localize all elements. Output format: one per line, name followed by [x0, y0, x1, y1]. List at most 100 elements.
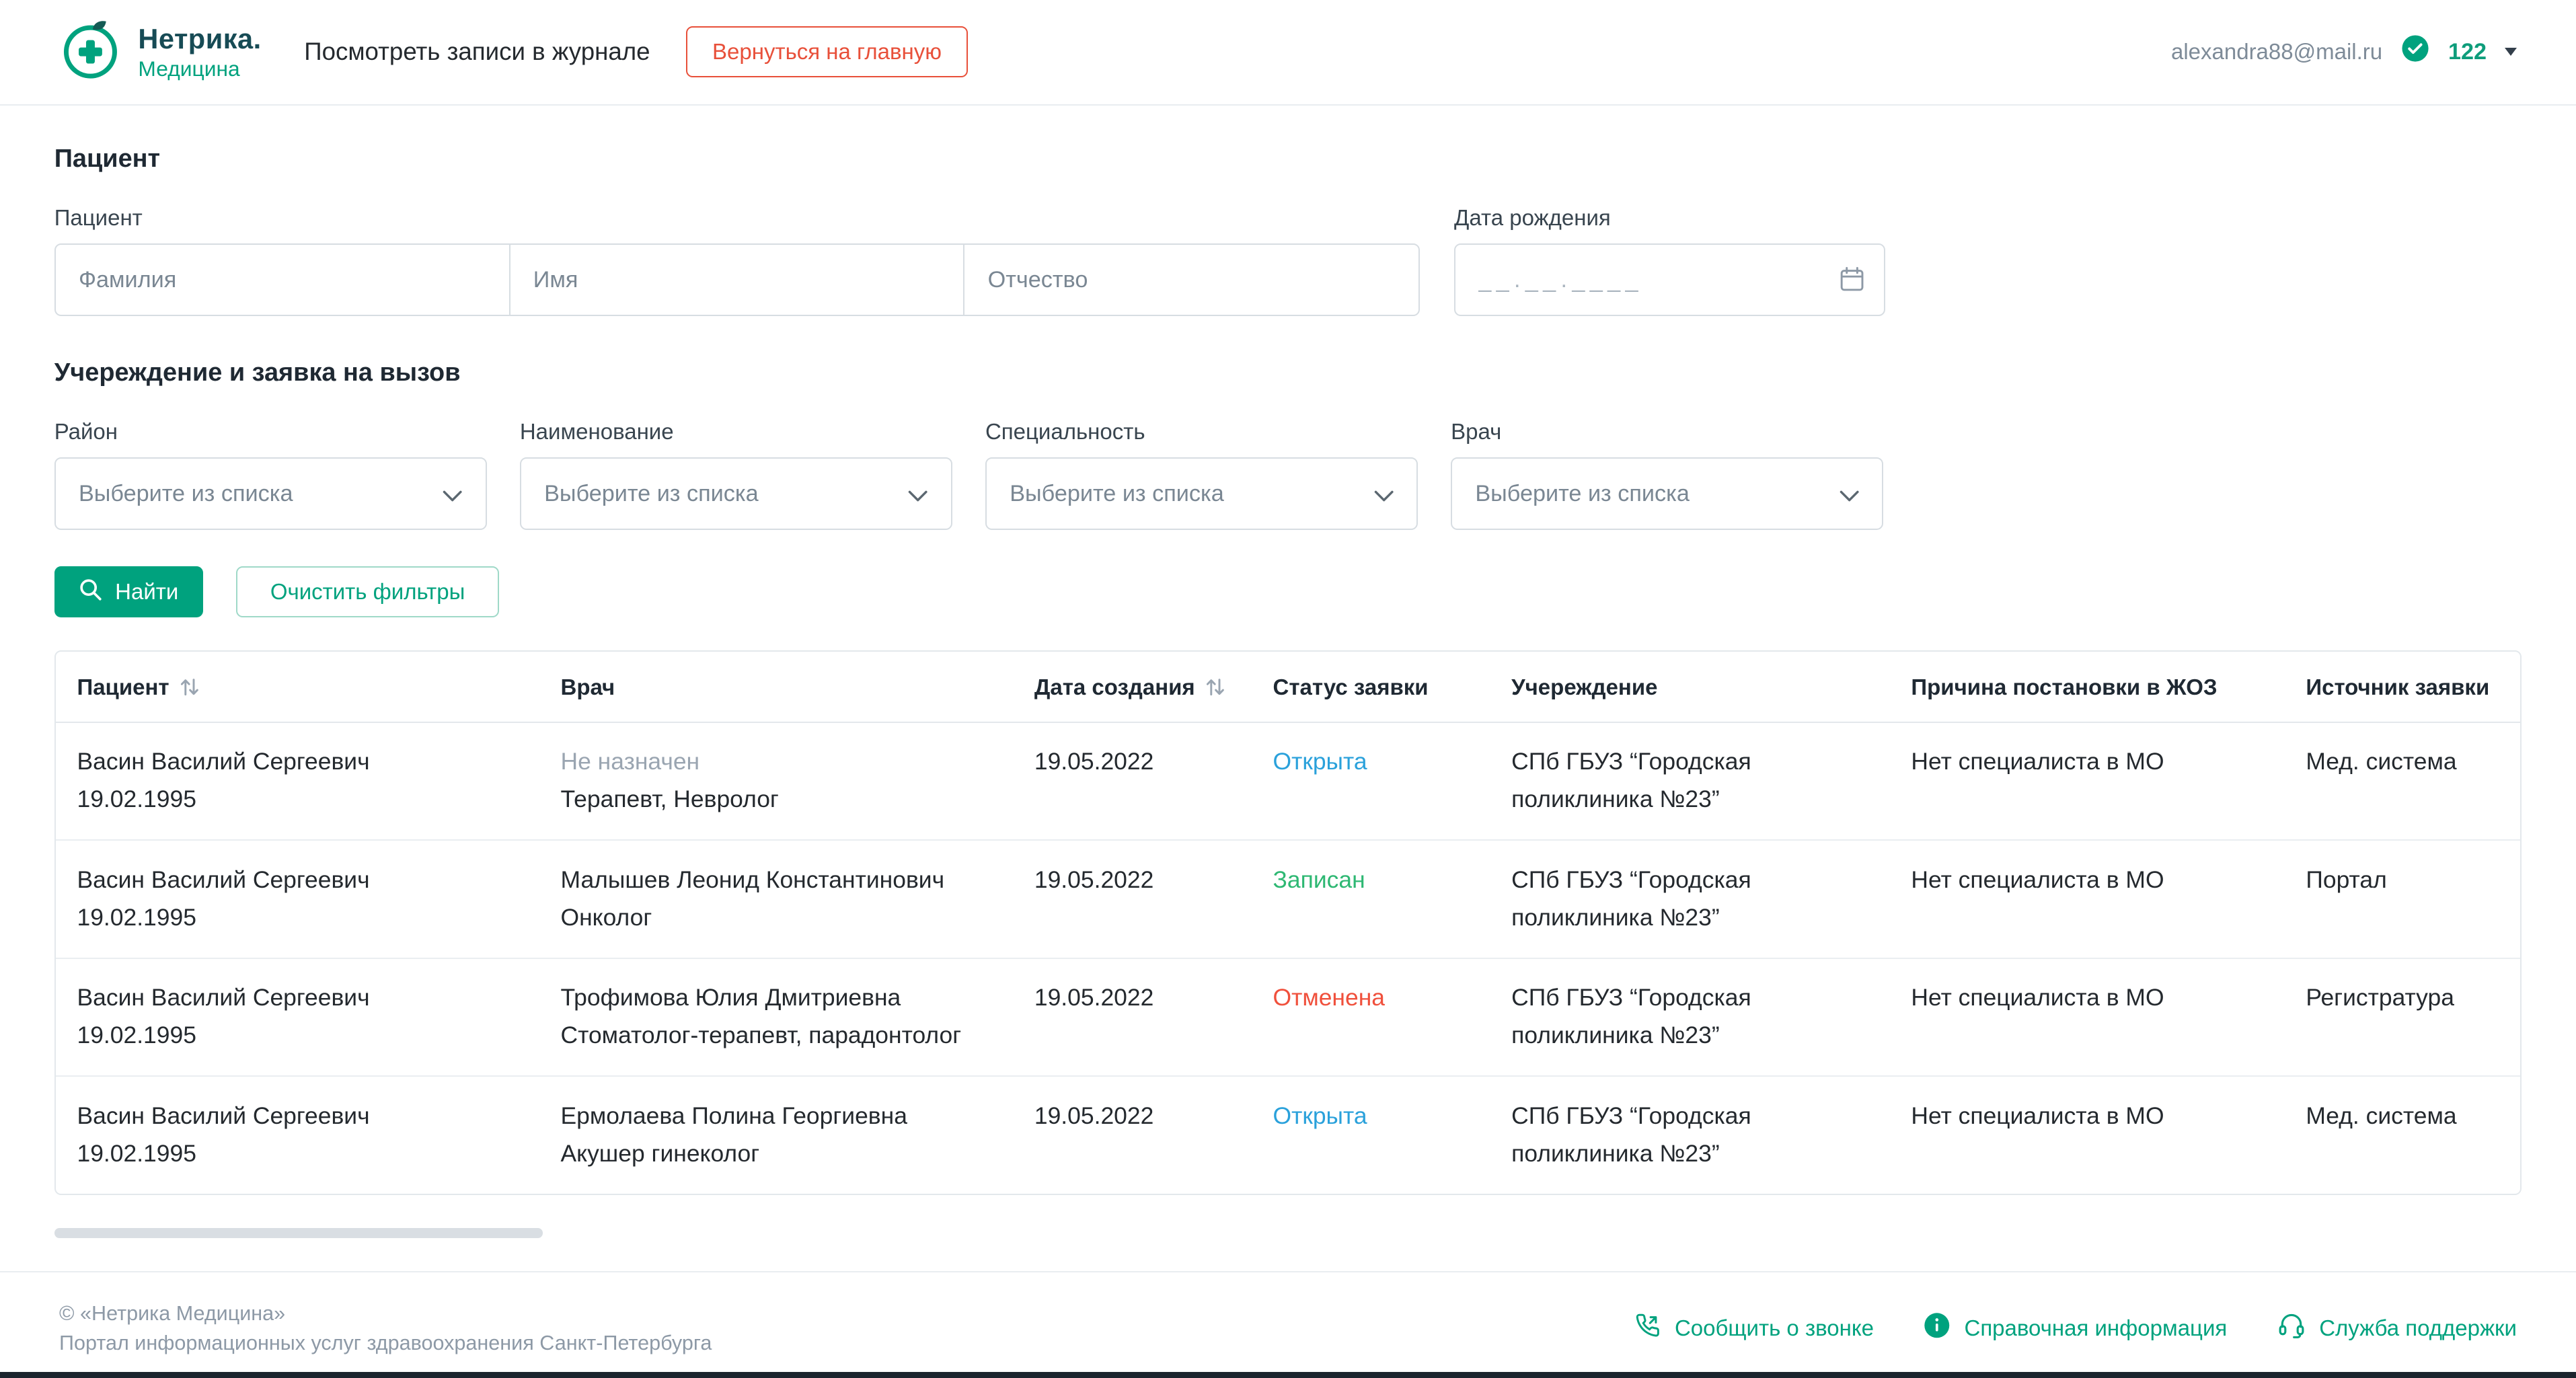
org-name-field: Наименование Выберите из списка [519, 418, 953, 531]
user-menu[interactable]: alexandra88@mail.ru 122 [2171, 34, 2517, 70]
source-cell: Портал [2284, 840, 2521, 959]
page-title: Посмотреть записи в журнале [304, 38, 650, 66]
middlename-input[interactable] [963, 243, 1420, 316]
doctor-label: Врач [1451, 418, 1502, 444]
doctor-specialty: Терапевт, Невролог [560, 786, 779, 813]
column-header-reason: Причина постановки в ЖОЗ [1889, 651, 2285, 723]
doctor-cell: Ермолаева Полина Георгиевна Акушер гинек… [539, 1076, 1013, 1194]
back-to-main-button[interactable]: Вернуться на главную [686, 26, 968, 78]
doctor-name: Малышев Леонид Константинович [560, 866, 945, 893]
source-cell: Мед. система [2306, 1102, 2457, 1129]
doctor-cell: Малышев Леонид Константинович Онколог [539, 840, 1014, 959]
district-label: Район [54, 418, 118, 444]
org-section-heading: Учереждение и заявка на вызов [54, 358, 461, 387]
reason-cell: Нет специалиста в МО [1889, 722, 2285, 841]
created-cell: 19.05.2022 [1013, 840, 1252, 959]
logo-brand-sub: Медицина [138, 56, 240, 81]
column-header-patient[interactable]: Пациент [55, 651, 539, 723]
phone-icon [1634, 1311, 1662, 1345]
status-cell: Отменена [1251, 958, 1490, 1077]
specialty-label: Специальность [985, 418, 1145, 444]
district-select-placeholder: Выберите из списка [78, 480, 293, 506]
footer-copyright-block: © «Нетрика Медицина» Портал информационн… [59, 1299, 712, 1358]
window-bottom-edge [0, 1371, 2576, 1378]
reference-info-label: Справочная информация [1964, 1315, 2228, 1340]
doctor-select[interactable]: Выберите из списка [1451, 457, 1884, 531]
footer-subtitle: Портал информационных услуг здравоохране… [59, 1331, 712, 1354]
patient-birthdate: 19.02.1995 [77, 786, 196, 813]
calendar-icon[interactable] [1835, 264, 1868, 302]
search-button[interactable]: Найти [54, 566, 204, 617]
headset-icon [2277, 1311, 2306, 1346]
logo-text: Нетрика. Медицина [138, 23, 261, 81]
table-row[interactable]: Васин Василий Сергеевич 19.02.1995 Трофи… [55, 958, 2521, 1077]
reason-cell: Нет специалиста в МО [1911, 1102, 2164, 1129]
patient-cell: Васин Василий Сергеевич 19.02.1995 [55, 722, 539, 841]
report-call-label: Сообщить о звонке [1674, 1315, 1874, 1340]
column-header-doctor: Врач [539, 651, 1014, 723]
doctor-field: Врач Выберите из списка [1451, 418, 1884, 531]
table-row[interactable]: Васин Василий Сергеевич 19.02.1995 Ермол… [56, 1076, 2521, 1194]
reference-info-link[interactable]: Справочная информация [1923, 1311, 2227, 1345]
source-cell: Регистратура [2284, 958, 2521, 1077]
sort-icon [1207, 679, 1225, 696]
patient-name: Васин Василий Сергеевич [77, 866, 370, 893]
doctor-cell: Не назначен Терапевт, Невролог [539, 722, 1014, 841]
search-icon [79, 578, 102, 606]
support-link[interactable]: Служба поддержки [2277, 1311, 2517, 1346]
district-field: Район Выберите из списка [54, 418, 487, 531]
doctor-specialty: Стоматолог-терапевт, парадонтолог [560, 1022, 962, 1049]
footer-copyright: © «Нетрика Медицина» [59, 1301, 286, 1325]
created-cell: 19.05.2022 [1013, 722, 1252, 841]
org-cell: СПб ГБУЗ “Городская поликлиника №23” [1490, 840, 1890, 959]
info-icon [1923, 1311, 1951, 1345]
clear-filters-button[interactable]: Очистить фильтры [235, 566, 500, 617]
notifications-count: 122 [2448, 38, 2487, 65]
column-header-source: Источник заявки [2284, 651, 2521, 723]
district-select[interactable]: Выберите из списка [54, 457, 487, 531]
sort-icon [181, 679, 199, 696]
org-cell: СПб ГБУЗ “Городская поликлиника №23” [1490, 722, 1890, 841]
birthdate-label: Дата рождения [1453, 204, 1611, 230]
patient-form: Пациент Дата рождения [54, 205, 2522, 316]
table-header-row: Пациент Врач Дата создания [55, 651, 2521, 723]
status-cell: Открыта [1251, 722, 1490, 841]
app-header: Нетрика. Медицина Посмотреть записи в жу… [0, 0, 2576, 106]
column-header-status: Статус заявки [1251, 651, 1490, 723]
user-email: alexandra88@mail.ru [2170, 39, 2383, 65]
patient-name: Васин Василий Сергеевич [77, 747, 370, 775]
org-name-label: Наименование [519, 418, 674, 444]
column-header-created[interactable]: Дата создания [1013, 651, 1252, 723]
org-section: Учереждение и заявка на вызов Район Выбе… [54, 358, 2522, 617]
search-button-label: Найти [115, 578, 179, 604]
table-row[interactable]: Васин Василий Сергеевич 19.02.1995 Не на… [55, 722, 2521, 841]
patient-section-heading: Пациент [54, 145, 161, 174]
specialty-select[interactable]: Выберите из списка [985, 457, 1418, 531]
specialty-select-placeholder: Выберите из списка [1010, 480, 1224, 506]
filter-actions: Найти Очистить фильтры [54, 566, 2522, 617]
org-filters: Район Выберите из списка Наименование Вы… [54, 418, 2522, 531]
lastname-input[interactable] [54, 243, 510, 316]
patient-birthdate: 19.02.1995 [77, 903, 196, 931]
birthdate-input[interactable] [1453, 243, 1885, 316]
chevron-down-icon [1374, 479, 1394, 508]
horizontal-scrollbar-thumb[interactable] [54, 1227, 543, 1238]
firstname-input[interactable] [508, 243, 965, 316]
chevron-down-icon[interactable] [2504, 48, 2517, 56]
source-cell: Мед. система [2284, 722, 2521, 841]
requests-table: Пациент Врач Дата создания [54, 650, 2522, 1196]
birthdate-field: Дата рождения [1453, 204, 1885, 316]
patient-cell: Васин Василий Сергеевич 19.02.1995 [55, 958, 539, 1077]
main-content: Пациент Пациент Дата рождения [0, 145, 2576, 1238]
table-row[interactable]: Васин Василий Сергеевич 19.02.1995 Малыш… [55, 840, 2521, 959]
patient-birthdate: 19.02.1995 [77, 1022, 196, 1049]
footer-links: Сообщить о звонке Справочная информация [1634, 1311, 2517, 1346]
reason-cell: Нет специалиста в МО [1889, 958, 2285, 1077]
report-call-link[interactable]: Сообщить о звонке [1634, 1311, 1874, 1345]
org-name-select[interactable]: Выберите из списка [519, 457, 953, 531]
doctor-specialty: Онколог [560, 903, 652, 931]
chevron-down-icon [443, 479, 462, 508]
logo[interactable]: Нетрика. Медицина [59, 17, 262, 87]
created-cell: 19.05.2022 [1013, 958, 1252, 1077]
